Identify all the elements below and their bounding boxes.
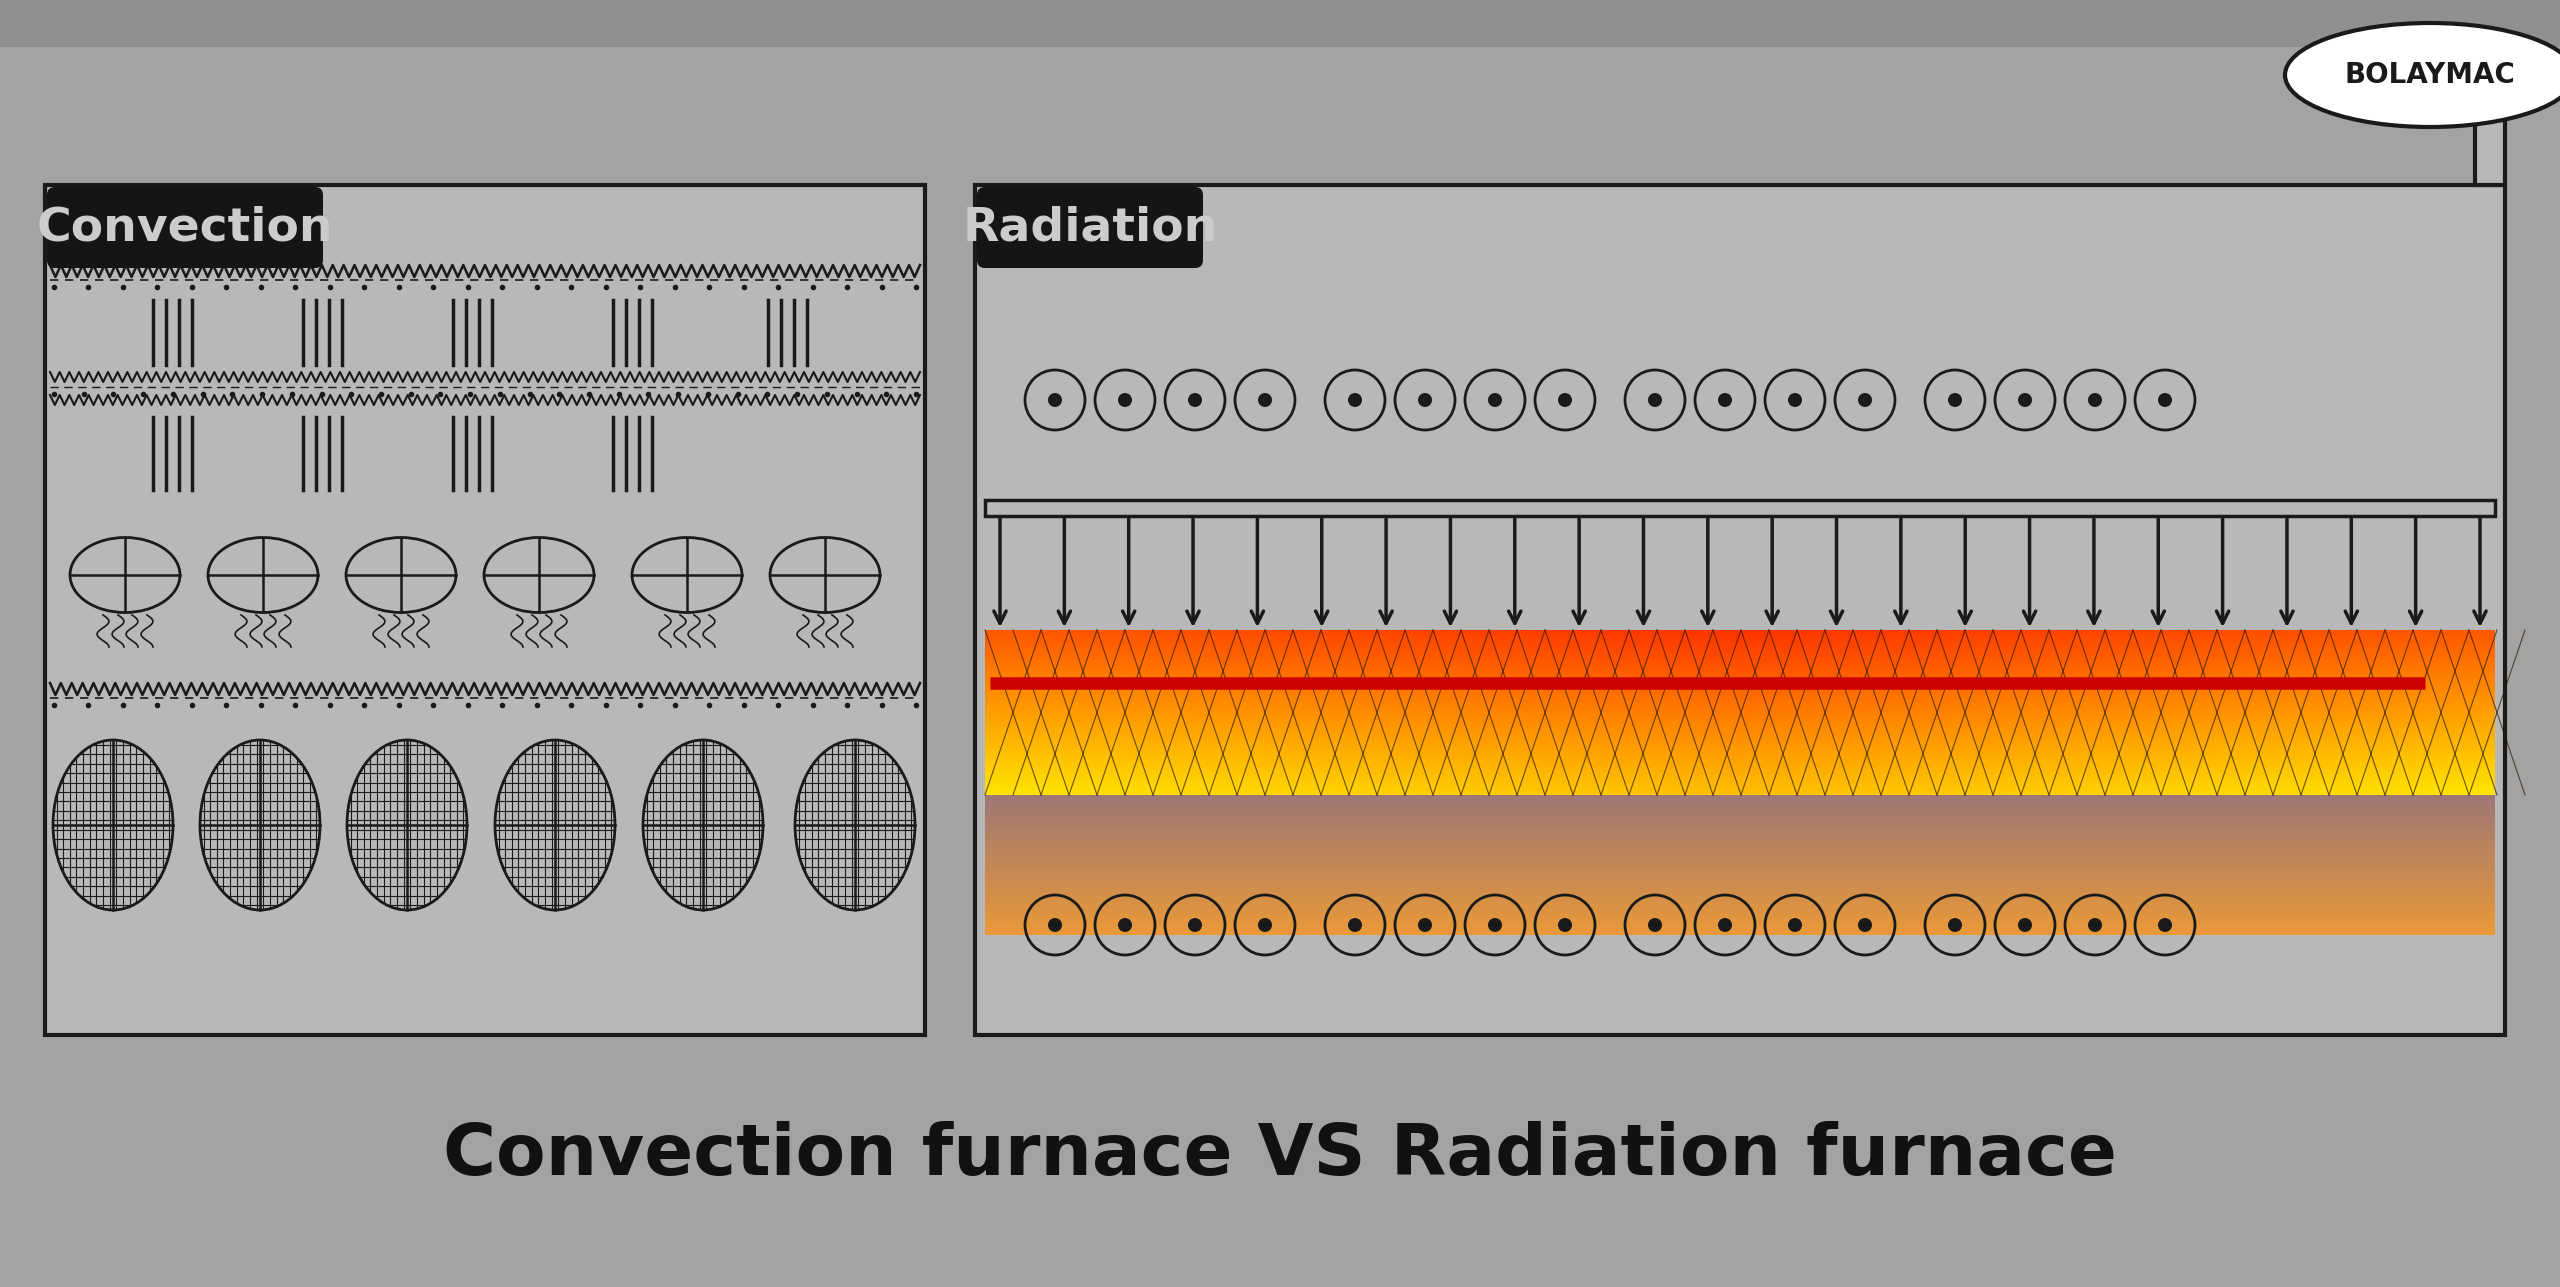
Text: Convection furnace VS Radiation furnace: Convection furnace VS Radiation furnace (443, 1121, 2117, 1189)
Text: BOLAYMAC: BOLAYMAC (2345, 60, 2516, 89)
Circle shape (1559, 918, 1572, 932)
Ellipse shape (2286, 23, 2560, 127)
Circle shape (2089, 393, 2102, 407)
Circle shape (1487, 918, 1503, 932)
Circle shape (1257, 918, 1272, 932)
FancyBboxPatch shape (46, 187, 323, 268)
Circle shape (1787, 918, 1802, 932)
Bar (975, 185, 2506, 1035)
Circle shape (1787, 393, 1802, 407)
Bar (0, 0, 2560, 48)
Circle shape (1418, 918, 1431, 932)
Circle shape (1718, 393, 1733, 407)
FancyBboxPatch shape (978, 187, 1203, 268)
Circle shape (1188, 918, 1203, 932)
Circle shape (1559, 393, 1572, 407)
Circle shape (1047, 918, 1062, 932)
Circle shape (1718, 918, 1733, 932)
Circle shape (2017, 918, 2033, 932)
Circle shape (1349, 918, 1362, 932)
Circle shape (1948, 393, 1961, 407)
Circle shape (1119, 918, 1132, 932)
Circle shape (1487, 393, 1503, 407)
Text: Radiation: Radiation (963, 206, 1219, 251)
Circle shape (1349, 393, 1362, 407)
Circle shape (1649, 393, 1661, 407)
Bar (46, 185, 924, 1035)
Circle shape (1257, 393, 1272, 407)
Circle shape (1418, 393, 1431, 407)
Circle shape (2158, 393, 2171, 407)
Circle shape (1047, 393, 1062, 407)
Bar (2476, 120, 2506, 185)
Circle shape (1649, 918, 1661, 932)
Circle shape (1859, 393, 1871, 407)
Circle shape (2089, 918, 2102, 932)
Text: Convection: Convection (36, 206, 333, 251)
Circle shape (2017, 393, 2033, 407)
Circle shape (1188, 393, 1203, 407)
Circle shape (2158, 918, 2171, 932)
Circle shape (1119, 393, 1132, 407)
Circle shape (1859, 918, 1871, 932)
Bar (986, 501, 2496, 516)
Circle shape (1948, 918, 1961, 932)
